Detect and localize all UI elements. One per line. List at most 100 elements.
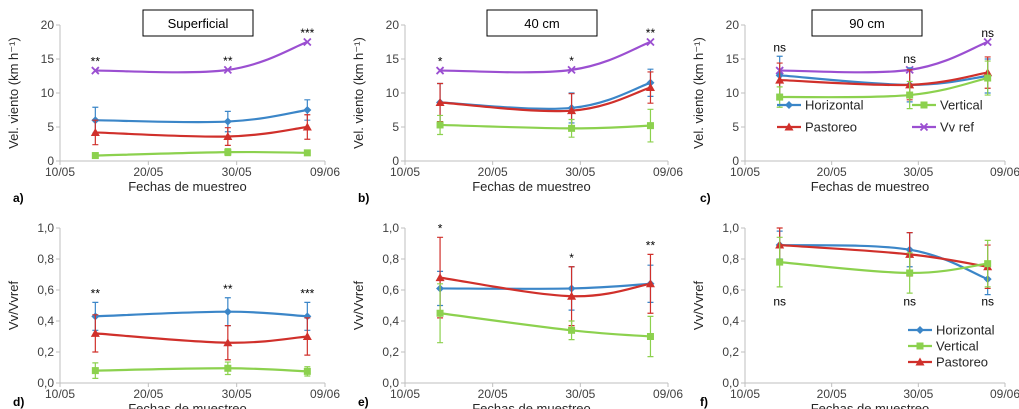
chart-panel-c: 0 5 10 15 20 10/05 20/05 30/05 09/06 Fechas de mu… xyxy=(691,9,1019,205)
significance-label: ** xyxy=(646,26,656,40)
x-tick-label: 10/05 xyxy=(730,387,760,401)
y-tick-label: 5 xyxy=(47,120,54,134)
y-tick-label: 1,0 xyxy=(382,221,399,235)
y-tick-label: 20 xyxy=(726,18,740,32)
significance-label: ** xyxy=(91,55,101,69)
data-point xyxy=(302,122,312,131)
legend-swatch-marker xyxy=(916,342,924,350)
data-point xyxy=(303,37,312,47)
y-tick-label: 0,6 xyxy=(37,283,54,297)
series-vertical xyxy=(776,60,992,110)
data-point xyxy=(223,338,233,347)
legend-swatch-marker xyxy=(920,101,928,109)
x-tick-label: 09/06 xyxy=(310,387,340,401)
series-vertical xyxy=(436,108,654,143)
y-tick-label: 0 xyxy=(47,154,54,168)
panel-title-box xyxy=(811,9,923,37)
series-pastoreo xyxy=(90,114,312,146)
data-point xyxy=(568,124,576,132)
data-point xyxy=(436,121,444,129)
x-axis-label: Fechas de muestreo xyxy=(128,401,247,409)
data-point xyxy=(646,37,655,47)
series-line xyxy=(95,150,308,157)
series-horizontal xyxy=(436,264,655,311)
x-axis-label: Fechas de muestreo xyxy=(811,179,930,194)
chart-panel-a: 0 5 10 15 20 10/05 20/05 30/05 09/06 Fechas de mu… xyxy=(6,9,340,205)
panel-label: b) xyxy=(358,191,369,205)
panel-title: 40 cm xyxy=(524,16,559,31)
x-tick-label: 10/05 xyxy=(730,165,760,179)
series-line xyxy=(439,312,651,338)
y-tick-label: 0,8 xyxy=(722,252,739,266)
panel-label: d) xyxy=(13,395,24,409)
panel-title: Superficial xyxy=(168,16,229,31)
y-tick-label: 0,2 xyxy=(722,345,739,359)
legend-label: Pastoreo xyxy=(936,355,988,370)
legend-swatch-marker xyxy=(916,326,924,334)
significance-label: ns xyxy=(903,52,916,66)
series-line xyxy=(779,40,989,74)
legend-entry: Pastoreo xyxy=(777,120,857,135)
data-point xyxy=(91,367,99,375)
y-tick-label: 15 xyxy=(726,52,740,66)
series-vvref xyxy=(91,37,312,75)
y-axis-label: Vv/Vvref xyxy=(351,281,366,331)
panel-title-box xyxy=(486,9,598,37)
x-tick-label: 10/05 xyxy=(390,165,420,179)
y-tick-label: 1,0 xyxy=(37,221,54,235)
y-tick-label: 20 xyxy=(41,18,55,32)
series-line xyxy=(779,76,988,99)
series-line xyxy=(95,40,308,74)
series-line xyxy=(440,40,651,74)
data-point xyxy=(775,75,785,84)
data-point xyxy=(303,367,311,375)
chart-panel-d: 0,0 0,2 0,4 0,6 0,8 1,0 10/05 20/05 30/05 09/06 Fe… xyxy=(6,221,340,409)
legend-entry: Vertical xyxy=(912,98,983,113)
legend-swatch-marker xyxy=(784,122,794,131)
data-point xyxy=(983,37,992,47)
x-tick-label: 09/06 xyxy=(653,387,683,401)
x-tick-label: 30/05 xyxy=(565,165,595,179)
series-line xyxy=(95,332,308,344)
series-vertical xyxy=(776,236,992,294)
series-line xyxy=(95,108,308,124)
data-point xyxy=(568,326,576,334)
panel-label: a) xyxy=(13,191,24,205)
significance-label: * xyxy=(438,55,443,69)
series-line xyxy=(779,243,988,268)
x-axis-label: Fechas de muestreo xyxy=(472,179,591,194)
significance-label: ** xyxy=(223,282,233,296)
legend-label: Pastoreo xyxy=(805,120,857,135)
y-axis-label: Vel. viento (km h⁻¹) xyxy=(691,37,706,149)
series-line xyxy=(95,310,308,318)
series-pastoreo xyxy=(435,71,655,129)
y-tick-label: 0,8 xyxy=(37,252,54,266)
y-tick-label: 1,0 xyxy=(722,221,739,235)
significance-label: ns xyxy=(981,295,994,309)
panel-label: e) xyxy=(358,395,369,409)
data-point xyxy=(224,148,232,156)
panel-title: 90 cm xyxy=(849,16,884,31)
y-tick-label: 0 xyxy=(732,154,739,168)
x-tick-label: 20/05 xyxy=(817,165,847,179)
series-horizontal xyxy=(436,68,655,124)
legend: Horizontal Vertical Pastoreo Vv ref xyxy=(777,98,983,135)
legend-entry: Pastoreo xyxy=(908,355,988,370)
series-pastoreo xyxy=(775,227,993,290)
series-line xyxy=(95,367,308,373)
y-axis-label: Vv/Vvref xyxy=(691,281,706,331)
chart-panel-f: 0,0 0,2 0,4 0,6 0,8 1,0 10/05 20/05 30/05 09/06 Fe… xyxy=(691,221,1019,409)
data-point xyxy=(567,106,577,115)
data-point xyxy=(906,269,914,277)
x-tick-label: 20/05 xyxy=(133,165,163,179)
significance-label: * xyxy=(438,221,443,235)
data-point xyxy=(302,332,312,340)
x-tick-label: 09/06 xyxy=(310,165,340,179)
legend-label: Vertical xyxy=(940,98,983,113)
data-point xyxy=(91,66,100,75)
data-point xyxy=(776,258,784,266)
x-tick-label: 10/05 xyxy=(45,165,75,179)
significance-label: *** xyxy=(300,26,314,40)
y-tick-label: 20 xyxy=(386,18,400,32)
